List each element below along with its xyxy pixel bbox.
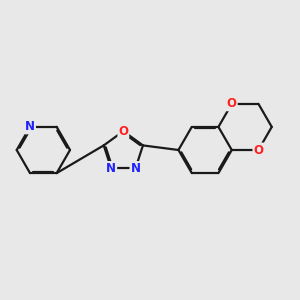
Text: O: O (254, 143, 263, 157)
Text: N: N (106, 162, 116, 175)
Text: O: O (118, 125, 128, 138)
Text: O: O (227, 97, 237, 110)
Text: N: N (25, 120, 35, 134)
Text: N: N (130, 162, 140, 175)
